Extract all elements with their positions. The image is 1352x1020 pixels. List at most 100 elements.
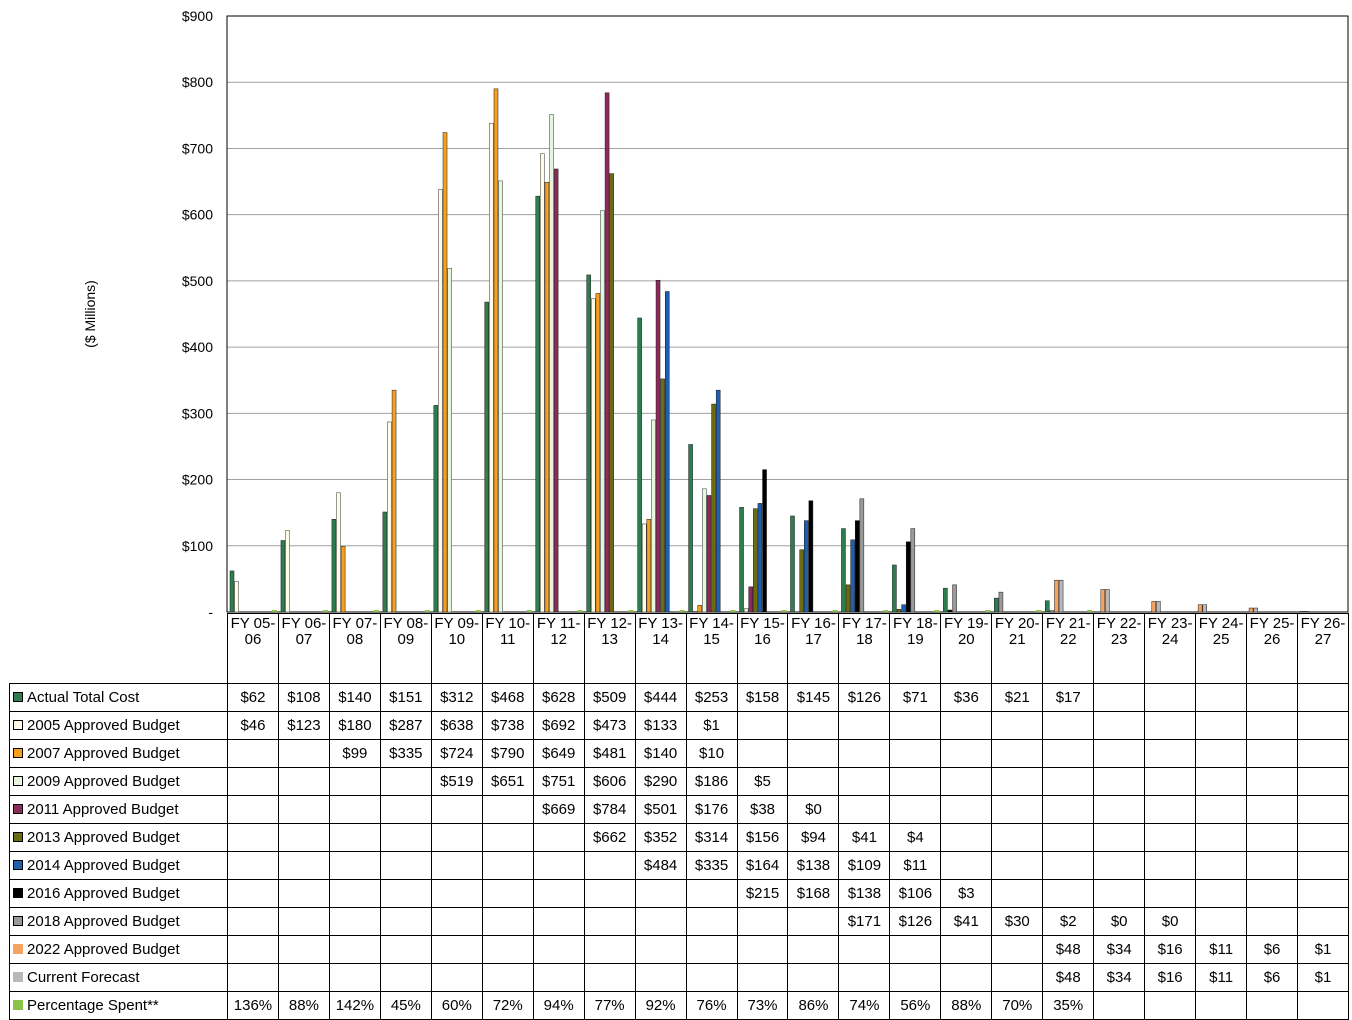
legend-entry: 2007 Approved Budget [9, 739, 228, 768]
data-label: $314 [685, 823, 738, 852]
data-label [685, 935, 738, 964]
table-row: 2014 Approved Budget $484 $335 $164 $138 $109… [9, 851, 1349, 880]
data-label: $1 [1297, 963, 1349, 992]
data-label [736, 935, 789, 964]
data-label [1297, 683, 1349, 712]
bar [382, 511, 388, 613]
legend-label: 2005 Approved Budget [27, 717, 180, 734]
data-label [532, 851, 585, 880]
data-label [328, 851, 381, 880]
data-label: $108 [277, 683, 330, 712]
data-label [379, 935, 432, 964]
y-tick-label: - [208, 604, 213, 615]
bar [1299, 611, 1305, 613]
data-label [1042, 823, 1095, 852]
bar [1054, 579, 1059, 613]
data-label [430, 935, 483, 964]
x-tick-label: FY 13- 14 [634, 613, 687, 684]
data-label: $126 [889, 907, 942, 936]
bar [859, 498, 865, 613]
bar [442, 132, 448, 613]
legend-label: 2022 Approved Budget [27, 941, 180, 958]
data-label [1246, 683, 1299, 712]
data-label [277, 935, 330, 964]
data-label [940, 823, 993, 852]
table-row: 2011 Approved Budget $669 $784 $501 $176 $38 $… [9, 795, 1349, 824]
data-label [991, 767, 1044, 796]
bar [234, 581, 239, 613]
bar [748, 586, 753, 613]
data-label [481, 935, 534, 964]
legend-entry: Actual Total Cost [9, 683, 228, 712]
data-label [1195, 683, 1248, 712]
bar [952, 584, 957, 613]
data-label [430, 851, 483, 880]
data-label [991, 823, 1044, 852]
data-label: $287 [379, 711, 432, 740]
bar [692, 611, 698, 613]
data-label: $738 [481, 711, 534, 740]
bar [892, 564, 897, 613]
bar [336, 492, 341, 613]
data-label: 60% [430, 991, 483, 1020]
legend-label: 2007 Approved Budget [27, 745, 180, 762]
data-label [430, 963, 483, 992]
data-label: 136% [227, 991, 279, 1020]
bar [609, 173, 614, 613]
data-label [1297, 795, 1349, 824]
bar [757, 503, 763, 613]
data-label: 73% [736, 991, 789, 1020]
legend-label: Current Forecast [27, 969, 140, 986]
data-label [430, 879, 483, 908]
y-tick-label: $500 [182, 273, 213, 289]
bar [438, 189, 443, 613]
data-label [940, 851, 993, 880]
data-label: $30 [991, 907, 1044, 936]
x-tick-label: FY 08- 09 [379, 613, 432, 684]
bar [591, 298, 596, 613]
data-label [889, 767, 942, 796]
data-label [481, 795, 534, 824]
data-label [227, 851, 279, 880]
data-label [430, 823, 483, 852]
bar [493, 88, 499, 613]
data-label: 88% [940, 991, 993, 1020]
data-label: 92% [634, 991, 687, 1020]
legend-label: 2016 Approved Budget [27, 885, 180, 902]
data-label: $628 [532, 683, 585, 712]
legend-label: Actual Total Cost [27, 689, 140, 706]
table-row: 2005 Approved Budget $46 $123 $180 $287 $638 $… [9, 711, 1349, 740]
data-label [532, 907, 585, 936]
bar [484, 301, 490, 613]
bar [641, 523, 647, 613]
data-label: $41 [838, 823, 891, 852]
data-label [379, 963, 432, 992]
chart: - $100 $200 $300 $400 $500 $600 $700 $800 $900 ($ … [82, 8, 1349, 615]
table-row: 2018 Approved Budget $171 $126 $41 $30 $2 $0 $0 [9, 907, 1349, 936]
data-label: $651 [481, 767, 534, 796]
bar [711, 403, 716, 613]
legend-entry: 2011 Approved Budget [9, 795, 228, 824]
data-label [1246, 823, 1299, 852]
bar [808, 500, 814, 613]
data-label [379, 851, 432, 880]
x-tick-label: FY 18- 19 [889, 613, 942, 684]
data-label [685, 907, 738, 936]
data-label: 94% [532, 991, 585, 1020]
bar [447, 268, 452, 613]
data-label [1093, 683, 1146, 712]
data-label [1093, 991, 1146, 1020]
data-label [787, 935, 840, 964]
legend-entry: 2022 Approved Budget [9, 935, 228, 964]
x-tick-label: FY 05- 06 [227, 613, 279, 684]
data-label [1246, 767, 1299, 796]
bar [743, 608, 749, 613]
data-label: $1 [685, 711, 738, 740]
data-label [991, 963, 1044, 992]
data-label: $123 [277, 711, 330, 740]
data-label [481, 851, 534, 880]
data-label [583, 907, 636, 936]
bar [753, 508, 758, 613]
data-label [940, 963, 993, 992]
data-label: $790 [481, 739, 534, 768]
